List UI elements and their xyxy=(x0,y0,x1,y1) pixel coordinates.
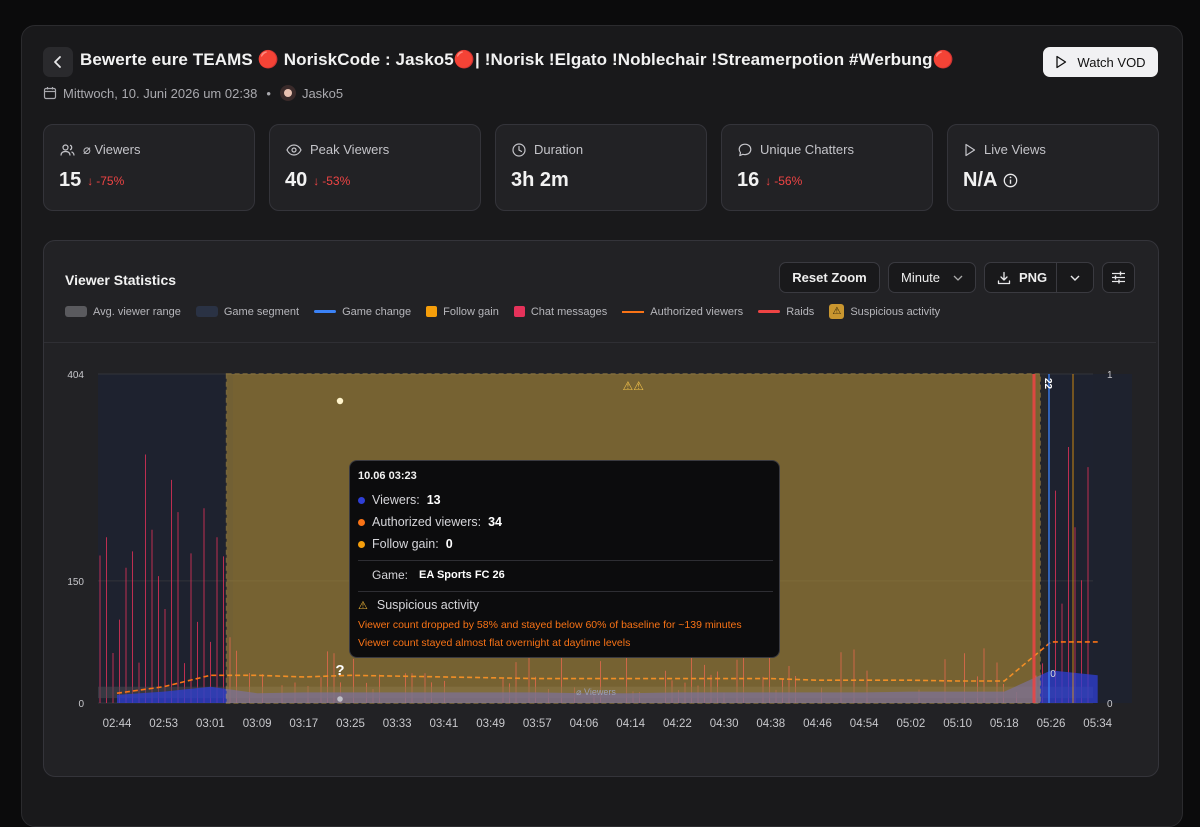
tooltip-follow-label: Follow gain: xyxy=(372,537,439,551)
legend-label: Follow gain xyxy=(443,305,499,318)
clock-icon xyxy=(512,142,526,157)
back-button[interactable] xyxy=(43,47,73,77)
export-options-button[interactable] xyxy=(1057,263,1093,292)
stat-label: Duration xyxy=(534,142,584,157)
legend-swatch xyxy=(513,306,525,317)
stat-card-avg-viewers: ⌀ Viewers 15 ↓ -75% xyxy=(43,124,255,211)
tooltip-timestamp: 10.06 03:23 xyxy=(358,470,417,482)
chart-legend: Avg. viewer range Game segment Game chan… xyxy=(65,304,955,319)
interval-select[interactable]: Minute xyxy=(888,262,976,293)
export-button-group: PNG xyxy=(984,262,1094,293)
follow-dot xyxy=(358,540,365,548)
authorized-dot xyxy=(358,518,365,526)
meta-separator: • xyxy=(266,85,271,101)
chart-tooltip: 10.06 03:23 Viewers: 13 Authorized viewe… xyxy=(349,460,780,658)
legend-line xyxy=(314,310,337,313)
tooltip-viewers-label: Viewers: xyxy=(372,493,420,507)
tooltip-authorized-value: 34 xyxy=(488,515,502,529)
stat-card-unique-chatters: Unique Chatters 16 ↓ -56% xyxy=(721,124,933,211)
watch-vod-label: Watch VOD xyxy=(1077,54,1146,70)
interval-value: Minute xyxy=(901,270,941,285)
legend-swatch xyxy=(426,306,438,317)
legend-line xyxy=(622,310,645,313)
legend-item-authorized-viewers[interactable]: Authorized viewers xyxy=(622,304,743,319)
stat-card-duration: Duration 3h 2m xyxy=(495,124,707,211)
info-icon[interactable] xyxy=(1003,173,1018,188)
export-label: PNG xyxy=(1019,270,1048,285)
arrow-down-icon: ↓ xyxy=(765,173,772,188)
stat-label: Unique Chatters xyxy=(760,142,854,157)
play-icon xyxy=(965,143,976,156)
stream-meta: Mittwoch, 10. Juni 2026 um 02:38 • Jasko… xyxy=(43,85,343,101)
eye-icon xyxy=(286,143,302,156)
streamer-name[interactable]: Jasko5 xyxy=(301,85,344,101)
tooltip-suspicious-line: Viewer count dropped by 58% and stayed b… xyxy=(358,619,742,631)
legend-item-game-segment[interactable]: Game segment xyxy=(195,304,300,319)
legend-item-game-change[interactable]: Game change xyxy=(314,304,411,319)
legend-item-avg-viewer-range[interactable]: Avg. viewer range xyxy=(65,304,181,319)
legend-item-chat-messages[interactable]: Chat messages xyxy=(513,304,608,319)
legend-swatch xyxy=(195,306,218,317)
legend-label: Suspicious activity xyxy=(850,305,941,318)
warning-icon: ⚠ xyxy=(829,304,845,319)
legend-label: Avg. viewer range xyxy=(93,305,181,318)
tooltip-suspicious-line: Viewer count stayed almost flat overnigh… xyxy=(358,637,631,649)
legend-label: Authorized viewers xyxy=(650,305,744,318)
stat-value: 40 xyxy=(285,169,308,191)
stat-label: Peak Viewers xyxy=(310,142,390,157)
stat-value: 3h 2m xyxy=(511,169,569,191)
tooltip-game-value: EA Sports FC 26 xyxy=(419,569,505,581)
tooltip-suspicious-title: Suspicious activity xyxy=(376,598,479,612)
stat-label: Live Views xyxy=(984,142,1046,157)
warning-icon: ⚠ xyxy=(358,599,368,612)
arrow-down-icon: ↓ xyxy=(87,173,94,188)
stat-card-live-views: Live Views N/A xyxy=(947,124,1159,211)
tooltip-separator xyxy=(358,591,773,592)
stream-title: Bewerte eure TEAMS 🔴 NoriskCode : Jasko5… xyxy=(80,50,954,69)
arrow-down-icon: ↓ xyxy=(313,173,320,188)
legend-swatch xyxy=(65,306,87,317)
tooltip-follow-value: 0 xyxy=(445,537,453,551)
stream-date: Mittwoch, 10. Juni 2026 um 02:38 xyxy=(63,85,258,101)
stat-value: 16 xyxy=(737,169,760,191)
watch-vod-button[interactable]: Watch VOD xyxy=(1043,47,1158,77)
export-png-button[interactable]: PNG xyxy=(985,263,1057,292)
legend-label: Game change xyxy=(342,305,412,318)
viewers-dot xyxy=(358,496,365,504)
tooltip-viewers-value: 13 xyxy=(426,493,441,507)
tooltip-authorized-label: Authorized viewers: xyxy=(372,515,482,529)
stat-change: -75% xyxy=(96,173,125,188)
stat-value: N/A xyxy=(963,169,998,191)
legend-item-follow-gain[interactable]: Follow gain xyxy=(426,304,499,319)
sliders-icon xyxy=(1112,271,1125,284)
stat-value: 15 xyxy=(59,169,82,191)
reset-zoom-label: Reset Zoom xyxy=(792,270,867,285)
chart-title: Viewer Statistics xyxy=(65,272,177,288)
users-icon xyxy=(60,144,75,156)
legend-label: Game segment xyxy=(223,305,300,318)
reset-zoom-button[interactable]: Reset Zoom xyxy=(779,262,880,293)
stat-label: ⌀ Viewers xyxy=(83,142,141,157)
chevron-left-icon xyxy=(54,56,61,68)
chart-settings-button[interactable] xyxy=(1102,262,1135,293)
legend-label: Raids xyxy=(786,305,815,318)
chevron-down-icon xyxy=(953,275,963,281)
legend-item-suspicious-activity[interactable]: ⚠ Suspicious activity xyxy=(829,304,940,319)
stat-card-peak-viewers: Peak Viewers 40 ↓ -53% xyxy=(269,124,481,211)
calendar-icon xyxy=(43,87,57,100)
legend-item-raids[interactable]: Raids xyxy=(758,304,814,319)
stat-change: -53% xyxy=(322,173,351,188)
tooltip-separator xyxy=(358,560,773,561)
download-icon xyxy=(997,271,1011,284)
legend-line xyxy=(758,310,781,313)
chevron-down-icon xyxy=(1070,275,1080,281)
tooltip-game-label: Game: xyxy=(372,568,409,582)
streamer-avatar[interactable] xyxy=(279,85,296,101)
legend-label: Chat messages xyxy=(530,305,608,318)
stat-change: -56% xyxy=(774,173,803,188)
chat-bubble-icon xyxy=(738,143,752,156)
chart-divider xyxy=(44,342,1156,343)
play-icon xyxy=(1056,55,1067,69)
